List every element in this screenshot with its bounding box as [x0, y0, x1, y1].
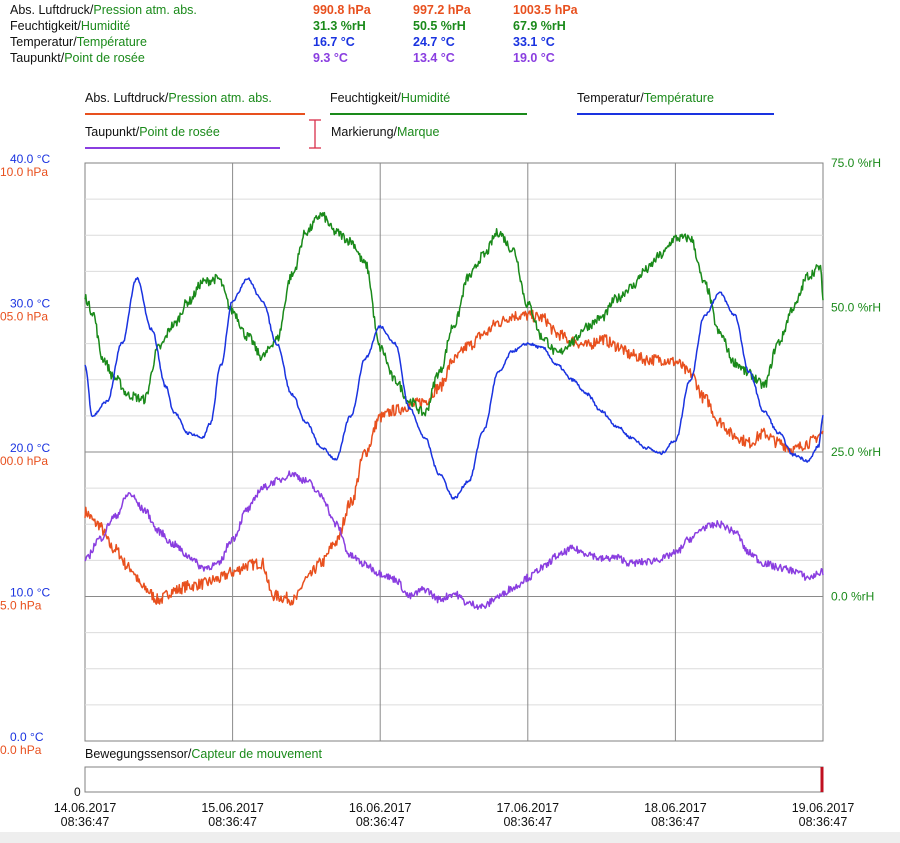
motion-panel: [84, 766, 824, 793]
x-tick-time: 08:36:47: [61, 815, 110, 829]
x-tick-date: 15.06.2017: [201, 801, 264, 815]
marker-icon: [309, 119, 321, 149]
series-line-temperature: [84, 276, 824, 500]
temp-tick-label: 0.0 °C: [10, 730, 44, 744]
left-axis: 0.0 °C0.0 hPa 10.0 °C5.0 hPa 20.0 °C00.0 h…: [0, 152, 50, 757]
summary-value: 13.4 °C: [413, 51, 455, 65]
pressure-tick-label: 5.0 hPa: [0, 599, 42, 613]
summary-label-de: Feuchtigkeit: [10, 19, 78, 33]
x-tick-date: 19.06.2017: [792, 801, 855, 815]
x-tick-time: 08:36:47: [799, 815, 848, 829]
legend-label-temperature: Temperatur/Température: [577, 91, 714, 105]
summary-label-1: Feuchtigkeit/Humidité: [10, 19, 130, 33]
summary-label-fr: Point de rosée: [64, 51, 145, 65]
summary-value: 997.2 hPa: [413, 3, 472, 17]
temp-tick-label: 30.0 °C: [10, 297, 50, 311]
summary-value: 1003.5 hPa: [513, 3, 579, 17]
legend: Abs. Luftdruck/Pression atm. abs. Feuchti…: [85, 91, 774, 149]
x-tick-time: 08:36:47: [651, 815, 700, 829]
series-lines: [84, 211, 824, 610]
legend-label-pressure: Abs. Luftdruck/Pression atm. abs.: [85, 91, 272, 105]
motion-title-de: Bewegungssensor: [85, 747, 188, 761]
grid-lines: [85, 163, 823, 741]
summary-label-0: Abs. Luftdruck/Pression atm. abs.: [10, 3, 197, 17]
summary-value: 33.1 °C: [513, 35, 555, 49]
x-tick-time: 08:36:47: [356, 815, 405, 829]
summary-label-3: Taupunkt/Point de rosée: [10, 51, 145, 65]
temp-tick-label: 10.0 °C: [10, 586, 50, 600]
legend-label-marker: Markierung/Marque: [331, 125, 439, 139]
motion-title: Bewegungssensor/Capteur de mouvement: [85, 747, 322, 761]
legend-label-dewpoint: Taupunkt/Point de rosée: [85, 125, 220, 139]
summary-label-fr: Pression atm. abs.: [93, 3, 197, 17]
summary-value: 16.7 °C: [313, 35, 355, 49]
x-tick-date: 14.06.2017: [54, 801, 117, 815]
summary-label-de: Temperatur: [10, 35, 73, 49]
pressure-tick-label: 05.0 hPa: [0, 310, 48, 324]
x-tick-time: 08:36:47: [208, 815, 257, 829]
window-footer-bar: [0, 832, 900, 843]
summary-value: 31.3 %rH: [313, 19, 366, 33]
temp-tick-label: 20.0 °C: [10, 441, 50, 455]
x-axis: 14.06.201708:36:4715.06.201708:36:4716.0…: [54, 801, 855, 829]
summary-value: 67.9 %rH: [513, 19, 566, 33]
x-tick-date: 18.06.2017: [644, 801, 707, 815]
summary-value: 50.5 %rH: [413, 19, 466, 33]
series-line-humidity: [84, 211, 824, 417]
summary-label-2: Temperatur/Température: [10, 35, 147, 49]
motion-title-fr: Capteur de mouvement: [191, 747, 322, 761]
humidity-tick-label: 25.0 %rH: [831, 445, 881, 459]
summary-value: 9.3 °C: [313, 51, 348, 65]
temp-tick-label: 40.0 °C: [10, 152, 50, 166]
summary-value: 24.7 °C: [413, 35, 455, 49]
x-tick-date: 17.06.2017: [497, 801, 560, 815]
legend-label-humidity: Feuchtigkeit/Humidité: [330, 91, 450, 105]
x-tick-time: 08:36:47: [503, 815, 552, 829]
summary-table: Abs. Luftdruck/Pression atm. abs. 990.8 h…: [10, 3, 579, 65]
summary-value: 990.8 hPa: [313, 3, 372, 17]
series-line-dewpoint: [84, 470, 824, 610]
series-line-pressure: [84, 309, 824, 606]
humidity-tick-label: 50.0 %rH: [831, 301, 881, 315]
summary-label-de: Abs. Luftdruck: [10, 3, 91, 17]
pressure-tick-label: 00.0 hPa: [0, 454, 48, 468]
humidity-tick-label: 0.0 %rH: [831, 590, 874, 604]
summary-label-fr: Température: [77, 35, 147, 49]
summary-value: 19.0 °C: [513, 51, 555, 65]
summary-label-de: Taupunkt: [10, 51, 61, 65]
x-tick-date: 16.06.2017: [349, 801, 412, 815]
pressure-tick-label: 0.0 hPa: [0, 743, 42, 757]
summary-label-fr: Humidité: [81, 19, 130, 33]
humidity-tick-label: 75.0 %rH: [831, 156, 881, 170]
pressure-tick-label: 10.0 hPa: [0, 165, 48, 179]
motion-zero-label: 0: [74, 785, 81, 799]
right-axis: 0.0 %rH 25.0 %rH 50.0 %rH 75.0 %rH: [831, 156, 881, 604]
